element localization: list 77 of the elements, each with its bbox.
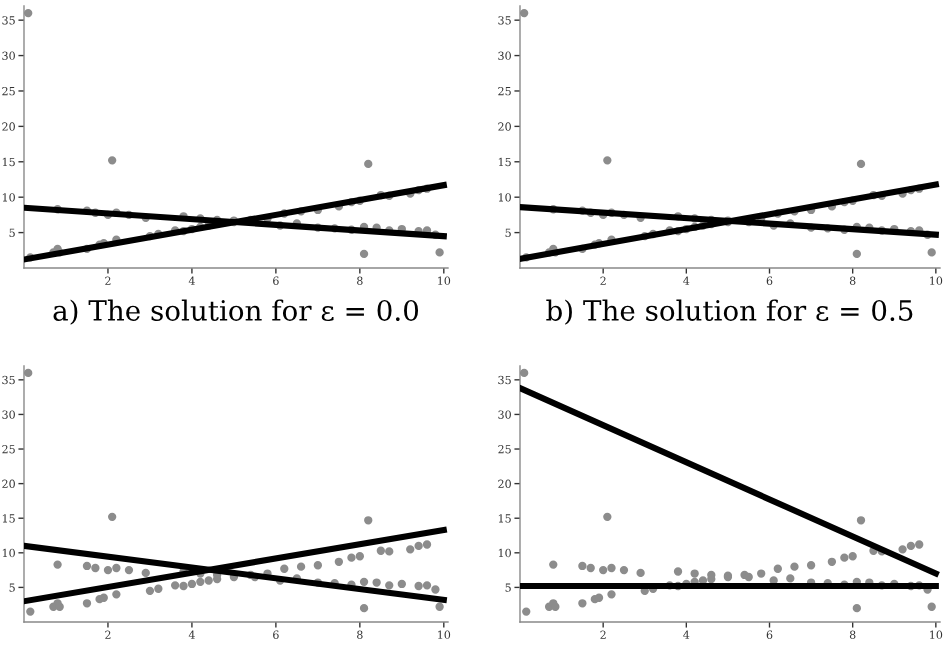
point	[435, 248, 444, 257]
point	[334, 557, 344, 566]
point	[112, 563, 121, 573]
point	[619, 565, 629, 575]
point	[112, 590, 121, 599]
point	[422, 540, 432, 549]
point	[397, 579, 406, 589]
point	[599, 565, 608, 575]
point	[790, 562, 799, 571]
point	[856, 516, 866, 525]
point	[927, 248, 936, 257]
point	[103, 565, 113, 575]
point	[364, 159, 373, 169]
point	[414, 541, 423, 551]
point	[431, 585, 440, 594]
point	[786, 574, 795, 583]
point	[856, 159, 866, 169]
point	[435, 602, 444, 611]
point	[549, 560, 558, 569]
point	[906, 541, 916, 551]
point	[594, 593, 604, 602]
point	[422, 581, 432, 590]
point	[280, 564, 289, 573]
text: a) The solution for ε = 0.0	[53, 299, 419, 325]
point	[107, 512, 117, 521]
point	[522, 607, 531, 616]
point	[690, 569, 699, 578]
point	[196, 577, 205, 587]
point	[773, 564, 782, 573]
point	[852, 603, 861, 613]
point	[359, 249, 369, 258]
point	[848, 552, 857, 561]
point	[204, 576, 213, 585]
point	[385, 547, 394, 556]
point	[673, 567, 683, 576]
point	[187, 579, 197, 589]
point	[586, 563, 595, 573]
point	[359, 603, 369, 613]
point	[603, 156, 612, 165]
point	[385, 581, 394, 590]
point	[603, 512, 612, 521]
point	[26, 607, 35, 616]
point	[313, 561, 323, 570]
point	[91, 563, 100, 573]
point	[296, 562, 306, 571]
point	[840, 553, 849, 562]
point	[607, 590, 616, 599]
point	[852, 249, 861, 258]
point	[82, 599, 92, 608]
point	[82, 561, 92, 571]
point	[170, 581, 180, 590]
point	[827, 557, 837, 566]
point	[376, 546, 385, 555]
point	[607, 563, 616, 573]
point	[927, 602, 936, 611]
point	[806, 561, 816, 570]
point	[364, 516, 373, 525]
point	[359, 577, 369, 587]
point	[414, 581, 423, 591]
point	[578, 599, 587, 608]
point	[107, 156, 117, 165]
point	[898, 545, 907, 554]
point	[757, 569, 766, 578]
point	[406, 545, 415, 554]
point	[915, 540, 924, 549]
text: b) The solution for ε = 0.5	[546, 299, 913, 325]
point	[636, 568, 645, 578]
point	[179, 581, 188, 591]
point	[578, 561, 587, 571]
point	[141, 568, 150, 578]
point	[355, 552, 365, 561]
point	[347, 553, 356, 562]
point	[124, 565, 134, 575]
point	[145, 586, 155, 596]
point	[154, 584, 163, 593]
point	[372, 578, 381, 587]
point	[53, 560, 62, 569]
